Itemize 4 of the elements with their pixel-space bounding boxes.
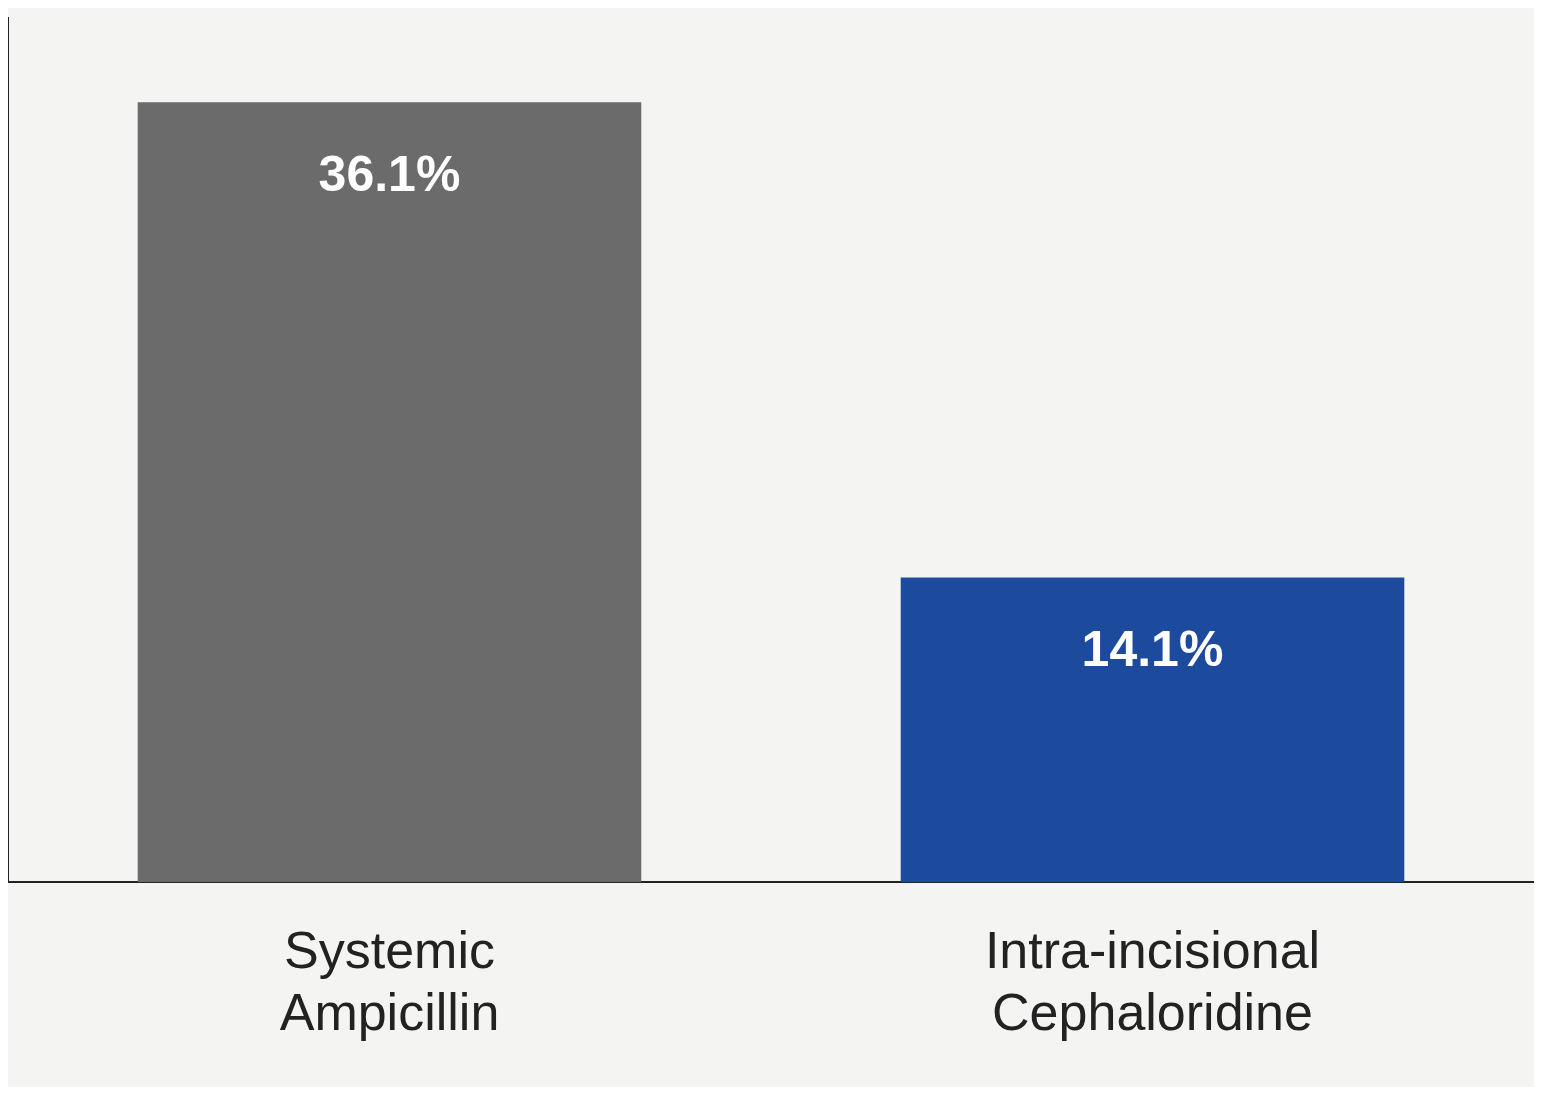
x-tick-label: Intra-incisional Cephaloridine bbox=[984, 920, 1321, 1042]
data-label: 14.1% bbox=[1081, 621, 1224, 678]
x-tick-label: Systemic Ampicillin bbox=[279, 920, 500, 1042]
data-label: 36.1% bbox=[318, 146, 461, 203]
